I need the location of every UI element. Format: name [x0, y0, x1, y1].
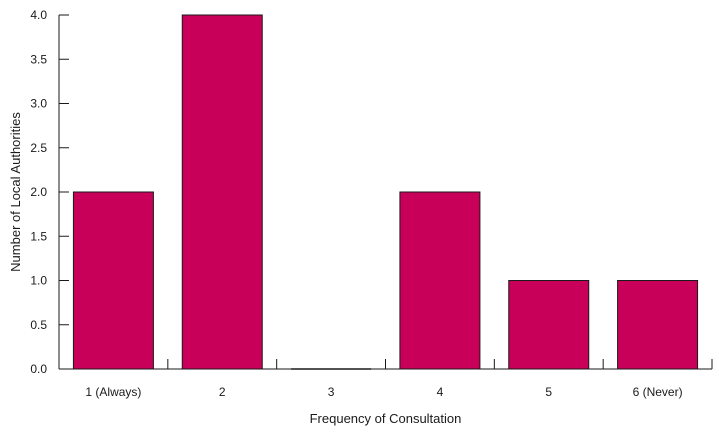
bar: [399, 191, 481, 370]
y-tick-label: 2.5: [30, 141, 47, 155]
y-axis: 0.0 0.5 1.0 1.5 2.0 2.5 3.0 3.5 4.0: [30, 8, 69, 376]
x-tick-label: 4: [437, 385, 444, 399]
y-tick-label: 3.0: [30, 97, 47, 111]
y-tick-label: 1.0: [30, 274, 47, 288]
x-axis: 1 (Always) 2 3 4 5 6 (Never): [59, 359, 713, 399]
y-tick-label: 1.5: [30, 229, 47, 243]
x-tick-label: 6 (Never): [633, 385, 683, 399]
y-tick-label: 2.0: [30, 185, 47, 199]
x-tick-label: 2: [219, 385, 226, 399]
x-tick-label: 1 (Always): [85, 385, 141, 399]
y-tick-label: 0.0: [30, 362, 47, 376]
y-axis-title: Number of Local Authorities: [8, 112, 23, 272]
bar: [508, 280, 590, 370]
bar: [72, 191, 154, 370]
y-tick-label: 0.5: [30, 318, 47, 332]
bars-group: [72, 14, 699, 370]
x-axis-title: Frequency of Consultation: [310, 411, 462, 426]
x-tick-label: 5: [545, 385, 552, 399]
y-tick-label: 3.5: [30, 52, 47, 66]
bar: [181, 14, 263, 370]
bar: [617, 280, 699, 370]
x-tick-label: 3: [328, 385, 335, 399]
y-tick-label: 4.0: [30, 8, 47, 22]
